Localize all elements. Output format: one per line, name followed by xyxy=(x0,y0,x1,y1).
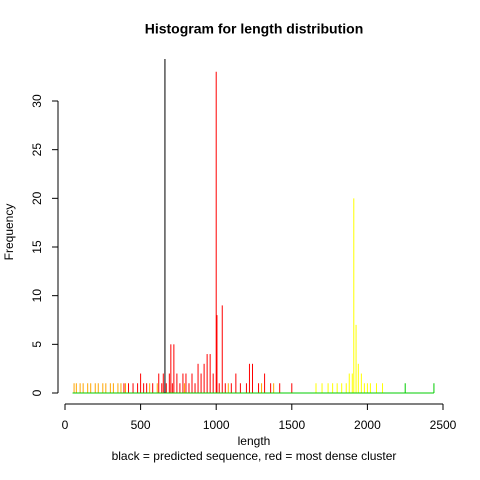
y-tick-label: 30 xyxy=(30,94,44,108)
y-axis-label: Frequency xyxy=(2,204,16,261)
y-tick-label: 0 xyxy=(30,389,44,396)
x-tick-label: 1500 xyxy=(278,418,305,432)
x-axis-label: length xyxy=(238,434,271,448)
y-tick-label: 15 xyxy=(30,240,44,254)
subtitle: black = predicted sequence, red = most d… xyxy=(112,449,397,463)
x-tick-label: 500 xyxy=(131,418,151,432)
x-tick-label: 1000 xyxy=(203,418,230,432)
x-tick-label: 0 xyxy=(62,418,69,432)
chart-title: Histogram for length distribution xyxy=(145,21,364,37)
y-tick-label: 25 xyxy=(30,143,44,157)
y-tick-label: 10 xyxy=(30,289,44,303)
y-tick-label: 5 xyxy=(30,341,44,348)
y-tick-label: 20 xyxy=(30,191,44,205)
x-tick-label: 2500 xyxy=(430,418,457,432)
x-tick-label: 2000 xyxy=(354,418,381,432)
